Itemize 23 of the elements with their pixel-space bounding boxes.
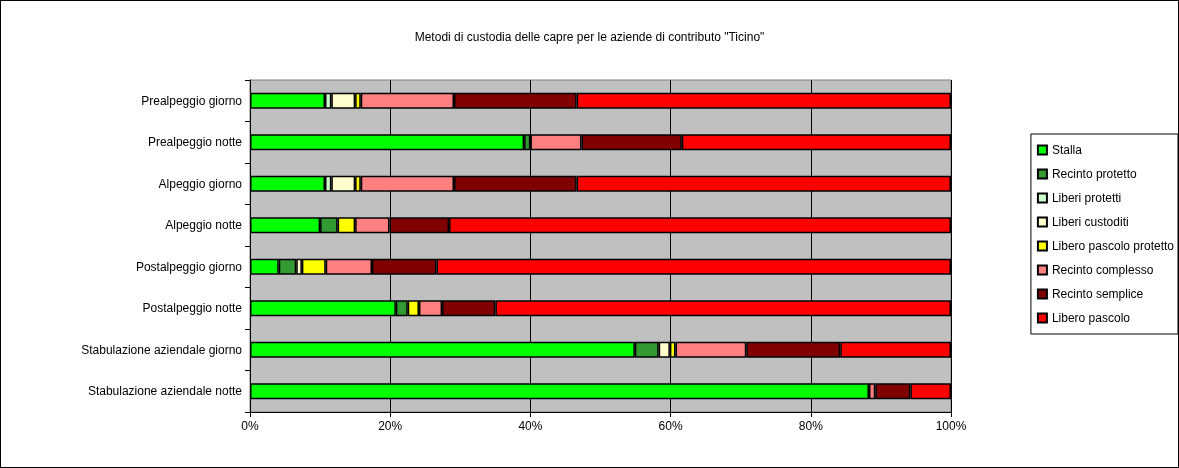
y-tick-label: Postalpeggio notte	[142, 301, 243, 316]
legend-label: Recinto complesso	[1051, 263, 1154, 277]
x-tick-label: 100%	[935, 419, 967, 433]
y-tick-label: Prealpeggio giorno	[141, 93, 243, 108]
legend-label: Libero pascolo protetto	[1051, 239, 1175, 253]
y-tick-label: Stabulazione aziendale notte	[87, 384, 243, 399]
x-tick-label: 80%	[798, 419, 824, 433]
chart-title: Metodi di custodia delle capre per le aziende di contributo "Ticino"	[414, 30, 765, 44]
legend-label: Recinto protetto	[1051, 167, 1137, 181]
x-tick-label: 40%	[518, 419, 543, 433]
y-tick-label: Prealpeggio notte	[147, 135, 243, 150]
legend-label: Libero pascolo	[1051, 311, 1131, 325]
y-tick-label: Stabulazione aziendale giorno	[81, 342, 243, 357]
x-tick-label: 20%	[378, 419, 403, 433]
y-tick-label: Alpeggio notte	[165, 218, 243, 233]
x-tick-label: 0%	[241, 419, 259, 433]
x-tick-label: 60%	[658, 419, 683, 433]
legend-label: Liberi protetti	[1051, 191, 1122, 205]
legend-label: Recinto semplice	[1051, 287, 1144, 301]
y-tick-label: Postalpeggio giorno	[135, 259, 243, 274]
legend-label: Liberi custoditi	[1051, 215, 1129, 229]
y-tick-label: Alpeggio giorno	[158, 176, 243, 191]
legend-label: Stalla	[1051, 143, 1083, 157]
